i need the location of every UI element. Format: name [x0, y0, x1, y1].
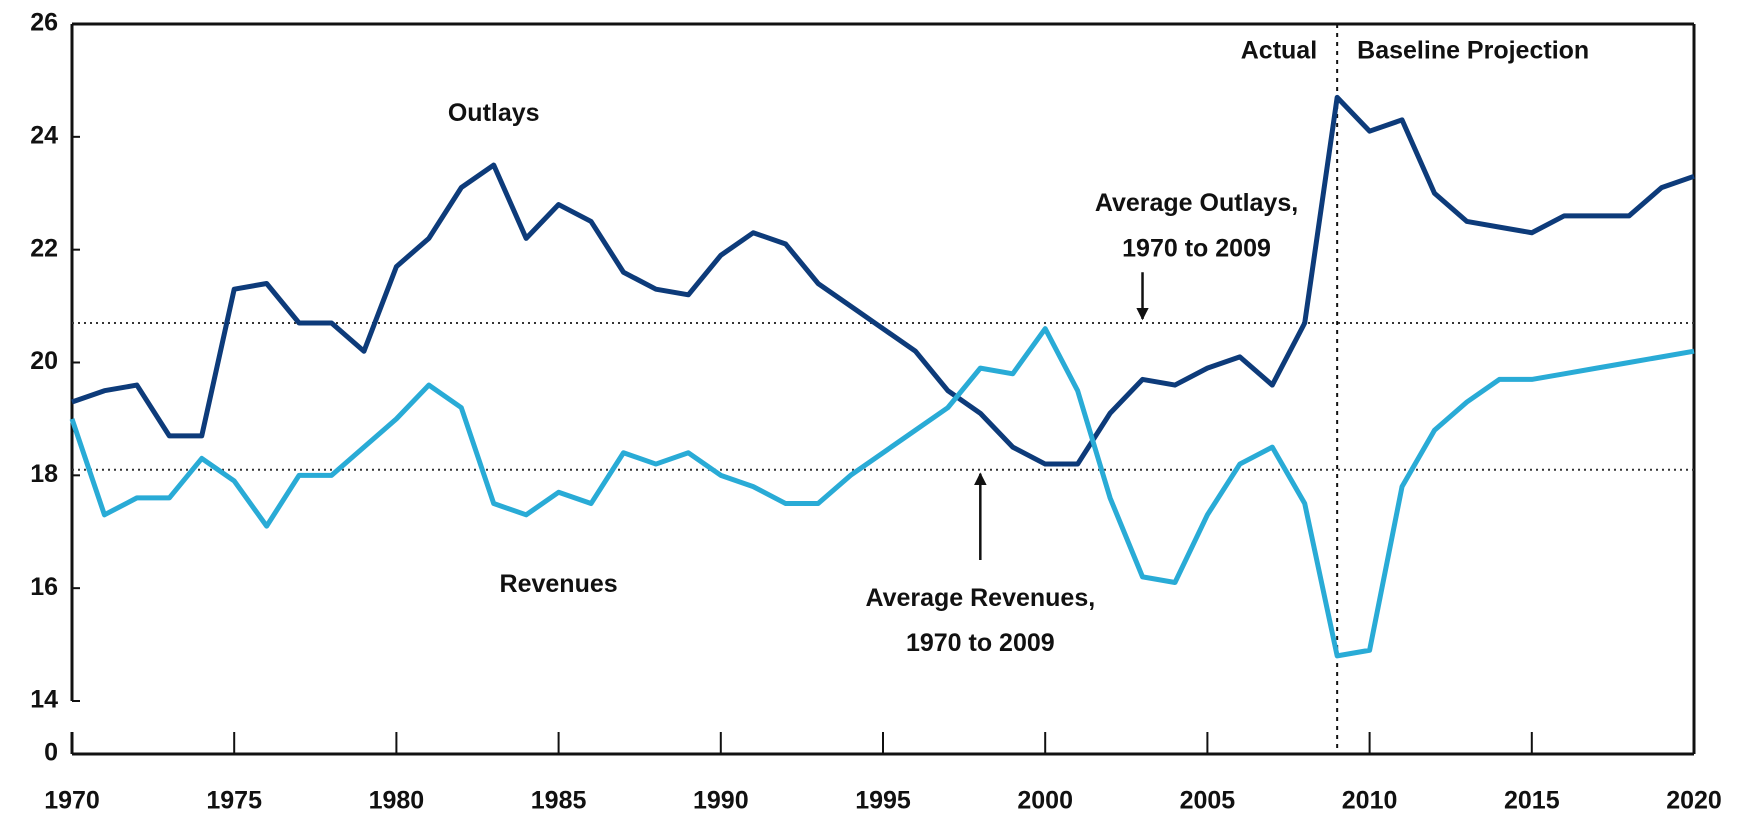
reference-label: 1970 to 2009 — [1122, 234, 1271, 262]
y-tick-label: 26 — [30, 9, 58, 37]
y-tick-label: 24 — [30, 121, 58, 149]
x-tick-label: 2015 — [1504, 787, 1560, 815]
reference-label: 1970 to 2009 — [906, 629, 1055, 657]
series-label: Revenues — [500, 570, 618, 598]
y-tick-label: 20 — [30, 347, 58, 375]
x-tick-label: 2005 — [1180, 787, 1236, 815]
x-tick-label: 2010 — [1342, 787, 1398, 815]
y-axis-break-label: 0 — [44, 739, 58, 767]
y-tick-label: 16 — [30, 573, 58, 601]
reference-label: Average Revenues, — [865, 584, 1095, 612]
y-tick-label: 22 — [30, 234, 58, 262]
x-tick-label: 1995 — [855, 787, 911, 815]
x-tick-label: 1975 — [206, 787, 262, 815]
series-label: Outlays — [448, 99, 540, 127]
y-tick-label: 14 — [30, 686, 58, 714]
series-line — [69, 326, 1695, 659]
divider-right-label: Baseline Projection — [1357, 37, 1589, 65]
x-tick-label: 2000 — [1017, 787, 1073, 815]
series-line — [71, 94, 1695, 467]
divider-left-label: Actual — [1241, 37, 1317, 65]
y-tick-label: 18 — [30, 460, 58, 488]
x-tick-label: 1990 — [693, 787, 749, 815]
x-tick-label: 1970 — [44, 787, 100, 815]
x-tick-label: 2020 — [1666, 787, 1722, 815]
x-tick-label: 1985 — [531, 787, 587, 815]
x-tick-label: 1980 — [369, 787, 425, 815]
reference-label: Average Outlays, — [1095, 189, 1298, 217]
